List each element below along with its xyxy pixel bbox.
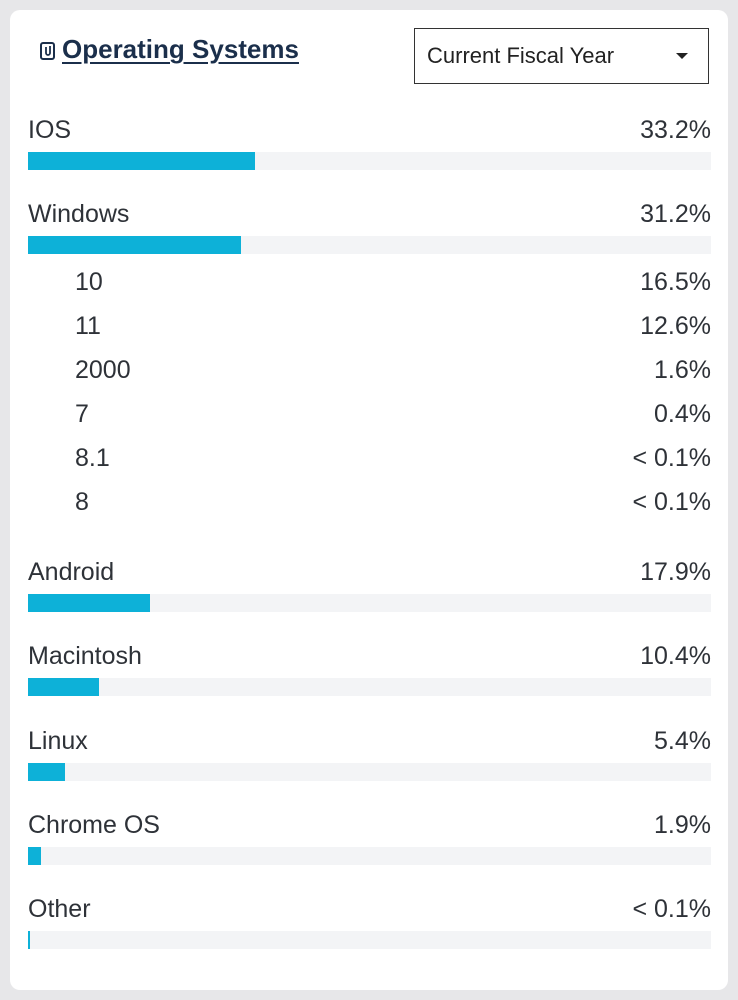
os-label: Windows: [28, 200, 130, 228]
usage-bar-track: [28, 236, 711, 254]
os-row-ios: IOS 33.2%: [28, 116, 711, 176]
windows-version-row: 8 < 0.1%: [75, 488, 711, 520]
period-select-value: Current Fiscal Year: [427, 43, 615, 68]
version-percent: 16.5%: [640, 268, 711, 296]
usage-bar-fill: [28, 236, 242, 254]
os-percent: 17.9%: [640, 558, 711, 586]
version-label: 8: [75, 488, 89, 516]
version-label: 8.1: [75, 444, 110, 472]
os-percent: 10.4%: [640, 642, 711, 670]
os-row-windows: Windows 31.2%: [28, 200, 711, 260]
version-percent: < 0.1%: [632, 488, 711, 516]
os-row-linux: Linux 5.4%: [28, 727, 711, 787]
usage-bar-track: [28, 763, 711, 781]
os-percent: 5.4%: [654, 727, 711, 755]
os-row-android: Android 17.9%: [28, 558, 711, 618]
windows-version-row: 11 12.6%: [75, 312, 711, 344]
os-label: Other: [28, 895, 91, 923]
version-percent: < 0.1%: [632, 444, 711, 472]
windows-version-row: 8.1 < 0.1%: [75, 444, 711, 476]
os-label: Android: [28, 558, 115, 586]
os-percent: 31.2%: [640, 200, 711, 228]
os-percent: 1.9%: [654, 811, 711, 839]
usage-bar-track: [28, 678, 711, 696]
operating-systems-card: Operating Systems Current Fiscal Year IO…: [10, 10, 728, 990]
usage-bar-fill: [28, 678, 100, 696]
version-label: 11: [75, 312, 101, 340]
usage-bar-track: [28, 152, 711, 170]
period-select[interactable]: Current Fiscal Year: [414, 28, 709, 84]
version-label: 7: [75, 400, 89, 428]
version-percent: 1.6%: [654, 356, 711, 384]
os-row-macintosh: Macintosh 10.4%: [28, 642, 711, 702]
version-percent: 12.6%: [640, 312, 711, 340]
chevron-down-icon: [676, 53, 688, 59]
os-row-other: Other < 0.1%: [28, 895, 711, 955]
usage-bar-track: [28, 847, 711, 865]
os-row-chrome-os: Chrome OS 1.9%: [28, 811, 711, 871]
windows-version-row: 2000 1.6%: [75, 356, 711, 388]
usage-bar-fill: [28, 847, 41, 865]
windows-version-row: 7 0.4%: [75, 400, 711, 432]
os-label: Macintosh: [28, 642, 142, 670]
os-label: Chrome OS: [28, 811, 160, 839]
operating-systems-link[interactable]: Operating Systems: [38, 34, 299, 65]
card-title: Operating Systems: [62, 34, 299, 64]
os-percent: 33.2%: [640, 116, 711, 144]
usage-bar-fill: [28, 594, 151, 612]
version-label: 2000: [75, 356, 131, 384]
usage-bar-track: [28, 931, 711, 949]
os-percent: < 0.1%: [632, 895, 711, 923]
version-label: 10: [75, 268, 103, 296]
os-label: Linux: [28, 727, 88, 755]
usage-bar-track: [28, 594, 711, 612]
paperclip-icon: [40, 41, 55, 60]
version-percent: 0.4%: [654, 400, 711, 428]
windows-version-row: 10 16.5%: [75, 268, 711, 300]
os-label: IOS: [28, 116, 72, 144]
usage-bar-fill: [28, 763, 65, 781]
usage-bar-fill: [28, 931, 31, 949]
usage-bar-fill: [28, 152, 255, 170]
